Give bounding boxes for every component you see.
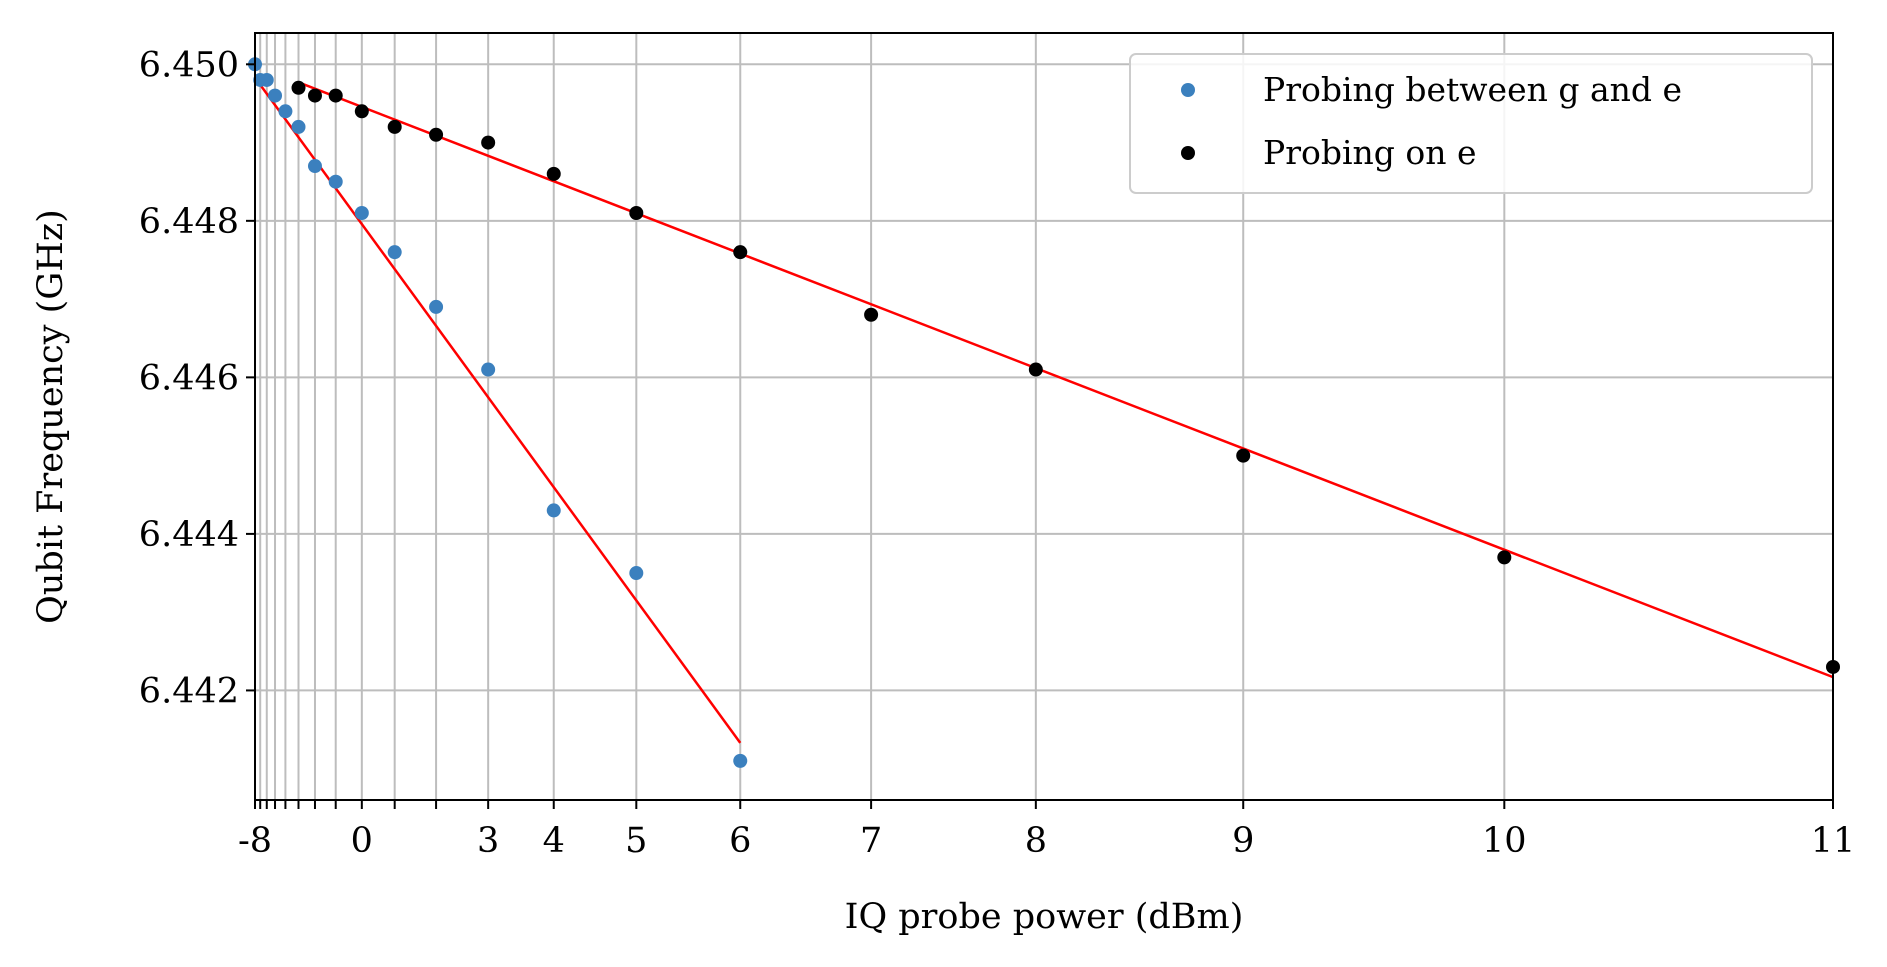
- data-point: [1028, 362, 1043, 377]
- data-point: [546, 503, 561, 518]
- legend-label-on-e: Probing on e: [1263, 133, 1477, 172]
- x-tick-label: 6: [729, 821, 751, 861]
- data-point: [1236, 448, 1251, 463]
- y-tick-label: 6.450: [139, 45, 239, 85]
- fit-line: [298, 81, 1834, 679]
- y-tick-label: 6.448: [139, 202, 239, 242]
- data-point: [268, 88, 283, 103]
- data-point: [354, 104, 369, 119]
- x-tick-label: 10: [1482, 821, 1527, 861]
- data-point: [429, 299, 444, 314]
- x-tick-label: 0: [351, 821, 373, 861]
- y-tick-label: 6.446: [139, 358, 239, 398]
- x-tick-label: 9: [1232, 821, 1254, 861]
- x-axis-ticks: -8 0 3 4 5 6 7 8 9 10 11: [238, 800, 1855, 861]
- legend: Probing between g and e Probing on e: [1129, 53, 1813, 194]
- data-point: [546, 166, 561, 181]
- data-point: [481, 135, 496, 150]
- x-tick-label: 4: [543, 821, 565, 861]
- data-series: [248, 57, 1840, 768]
- legend-marker-g-and-e: [1181, 83, 1195, 97]
- data-point: [307, 88, 322, 103]
- data-point: [733, 245, 748, 260]
- data-point: [328, 88, 343, 103]
- series-on-e: [291, 80, 1840, 674]
- x-tick-label: -8: [238, 821, 272, 861]
- y-axis-ticks: 6.442 6.444 6.446 6.448 6.450: [139, 45, 255, 711]
- x-tick-label: 11: [1811, 821, 1856, 861]
- x-tick-label: 7: [860, 821, 882, 861]
- data-point: [429, 127, 444, 142]
- y-axis-title: Qubit Frequency (GHz): [31, 209, 71, 624]
- x-tick-label: 8: [1025, 821, 1047, 861]
- data-point: [291, 119, 306, 134]
- plot-frame: [254, 32, 1834, 801]
- data-point: [1497, 550, 1512, 565]
- legend-box: [1129, 53, 1813, 194]
- y-tick-label: 6.442: [139, 671, 239, 711]
- data-point: [629, 566, 644, 581]
- data-point: [259, 72, 274, 87]
- data-point: [733, 753, 748, 768]
- y-tick-label: 6.444: [139, 515, 239, 555]
- data-point: [328, 174, 343, 189]
- x-tick-label: 3: [477, 821, 499, 861]
- data-point: [278, 104, 293, 119]
- data-point: [629, 206, 644, 221]
- x-axis-title: IQ probe power (dBm): [845, 897, 1244, 937]
- legend-marker-on-e: [1181, 146, 1195, 160]
- legend-label-g-and-e: Probing between g and e: [1263, 70, 1682, 109]
- data-point: [307, 159, 322, 174]
- data-point: [354, 206, 369, 221]
- data-point: [291, 80, 306, 95]
- data-point: [387, 119, 402, 134]
- x-tick-label: 5: [625, 821, 647, 861]
- data-point: [387, 245, 402, 260]
- data-point: [864, 307, 879, 322]
- data-point: [481, 362, 496, 377]
